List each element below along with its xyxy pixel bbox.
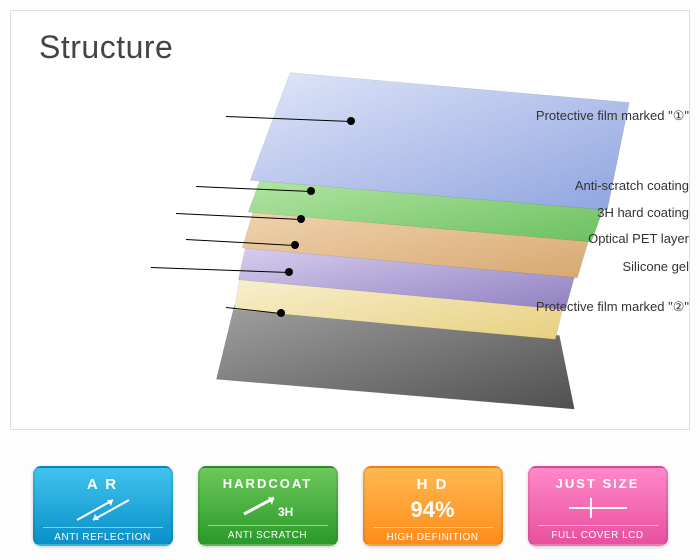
- leader-dot: [347, 117, 355, 125]
- layer-label: 3H hard coating: [534, 205, 689, 220]
- layer-label: Anti-scratch coating: [514, 178, 689, 193]
- badge-bottom-label: ANTI SCRATCH: [208, 525, 328, 541]
- leader-dot: [307, 187, 315, 195]
- badge-graphic: [530, 491, 666, 525]
- layers-svg: [11, 11, 689, 429]
- layer-label: Optical PET layer: [524, 231, 689, 246]
- feature-badge: JUST SIZE FULL COVER LCD: [528, 466, 668, 546]
- feature-badge: HARDCOAT 3H ANTI SCRATCH: [198, 466, 338, 546]
- badge-bottom-label: HIGH DEFINITION: [373, 527, 493, 543]
- leader-dot: [285, 268, 293, 276]
- badge-top-label: JUST SIZE: [530, 468, 666, 491]
- badge-graphic: 3H: [200, 491, 336, 525]
- leader-dot: [297, 215, 305, 223]
- justsize-icon: [563, 494, 633, 522]
- badge-graphic: 94%: [365, 493, 501, 527]
- leader-dot: [291, 241, 299, 249]
- feature-badges: A R ANTI REFLECTION HARDCOAT 3H ANTI SCRATCH…: [0, 466, 700, 546]
- hardcoat-icon: 3H: [238, 494, 298, 522]
- feature-badge: A R ANTI REFLECTION: [33, 466, 173, 546]
- leader-dot: [277, 309, 285, 317]
- badge-top-label: HARDCOAT: [200, 468, 336, 491]
- badge-graphic: [35, 493, 171, 527]
- badge-top-label: H D: [365, 468, 501, 493]
- svg-text:3H: 3H: [278, 505, 293, 519]
- badge-bottom-label: FULL COVER LCD: [538, 525, 658, 541]
- feature-badge: H D94%HIGH DEFINITION: [363, 466, 503, 546]
- ar-icon: [73, 496, 133, 524]
- badge-top-label: A R: [35, 468, 171, 493]
- layer-label: Protective film marked "②": [484, 299, 689, 315]
- layer-label: Silicone gel: [559, 259, 689, 274]
- badge-bottom-label: ANTI REFLECTION: [43, 527, 163, 543]
- layer-label: Protective film marked "①": [484, 108, 689, 124]
- structure-diagram: Structure Protective film marked "①"Anti…: [10, 10, 690, 430]
